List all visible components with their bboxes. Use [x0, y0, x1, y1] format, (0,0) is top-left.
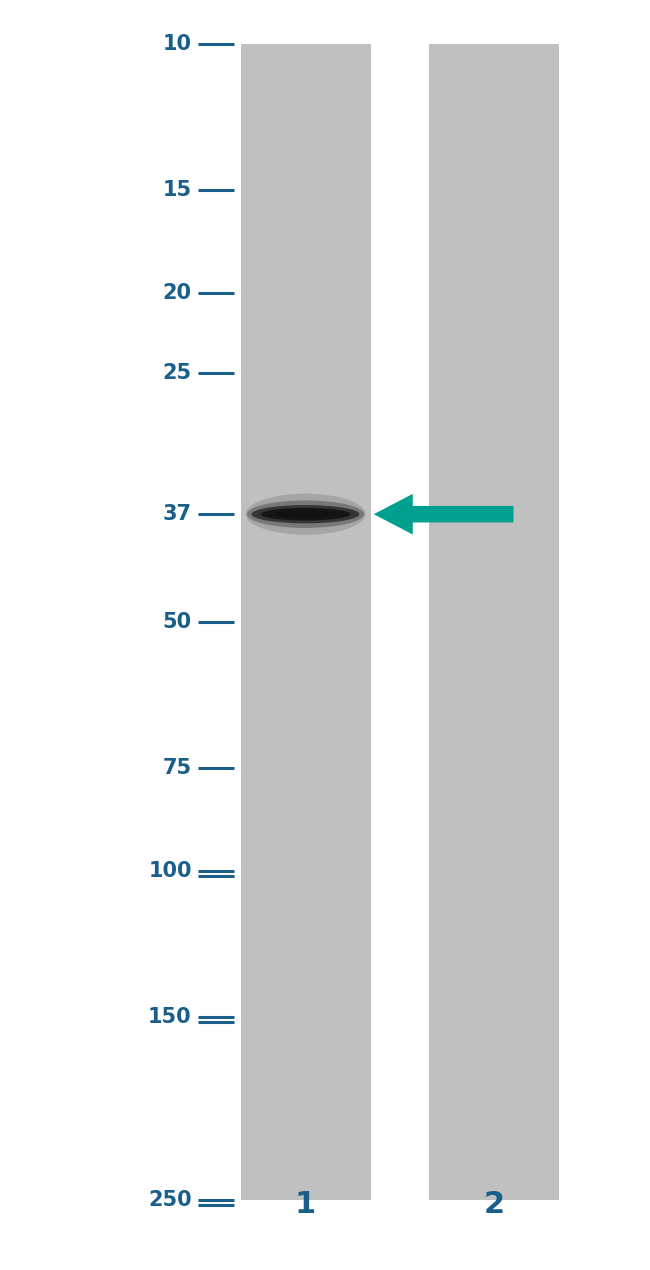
Text: 15: 15 [162, 180, 192, 201]
Text: 25: 25 [162, 363, 192, 384]
Ellipse shape [261, 508, 350, 521]
Text: 37: 37 [162, 504, 192, 525]
FancyArrow shape [374, 494, 514, 535]
Text: 100: 100 [148, 861, 192, 881]
Ellipse shape [247, 500, 364, 528]
Ellipse shape [276, 511, 335, 518]
Text: 150: 150 [148, 1007, 192, 1026]
Text: 10: 10 [162, 34, 192, 55]
Text: 1: 1 [295, 1190, 316, 1219]
Ellipse shape [252, 505, 359, 523]
Text: 250: 250 [148, 1190, 192, 1210]
Bar [429, 44, 559, 1200]
Text: 2: 2 [484, 1190, 504, 1219]
Text: 75: 75 [162, 758, 192, 779]
Text: 50: 50 [162, 612, 192, 632]
Text: 20: 20 [162, 283, 192, 304]
Bar [240, 44, 370, 1200]
Ellipse shape [246, 494, 365, 535]
